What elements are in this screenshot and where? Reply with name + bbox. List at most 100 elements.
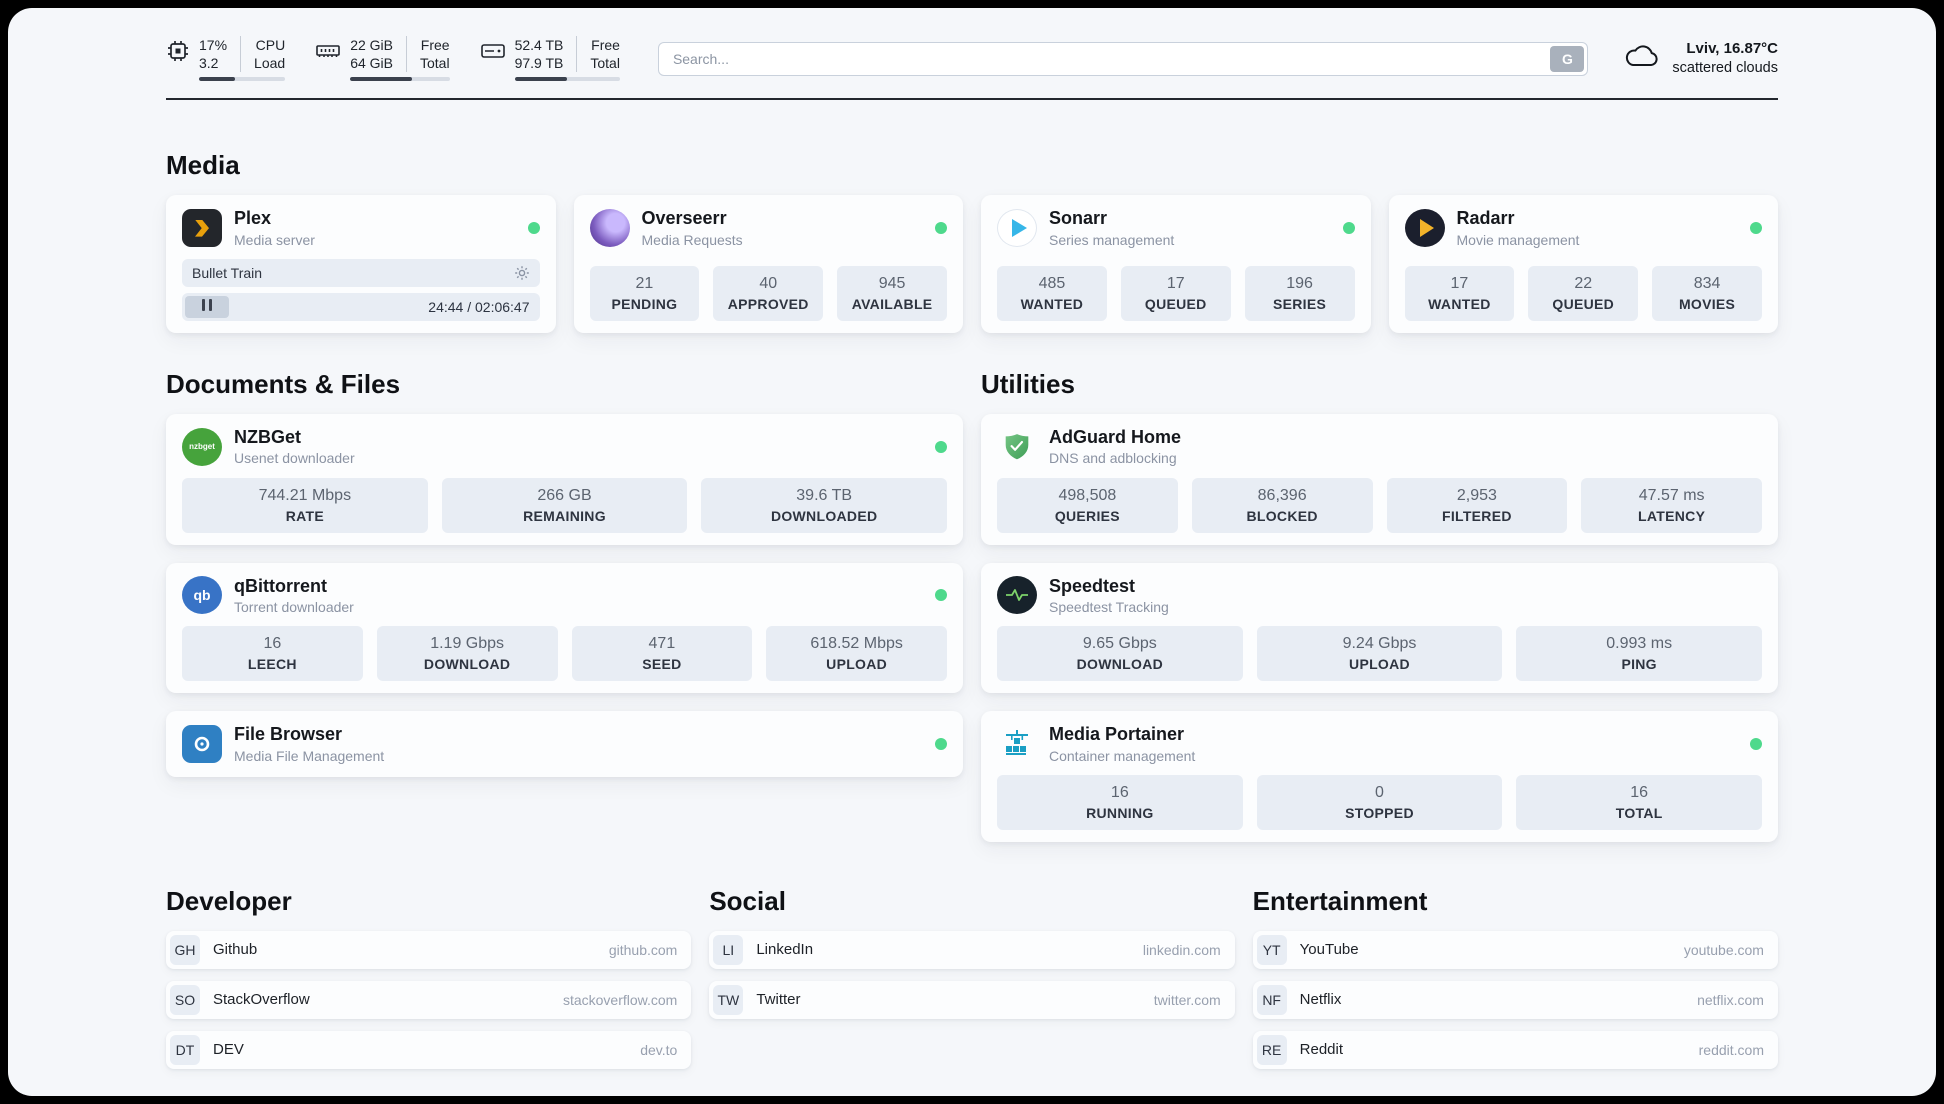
stat-label: STOPPED	[1345, 804, 1414, 821]
sonarr-card[interactable]: Sonarr Series management 485 WANTED 17 Q…	[981, 195, 1371, 333]
stackoverflow-badge: SO	[170, 984, 200, 1015]
stat-label: QUEUED	[1552, 295, 1615, 312]
adguard-card[interactable]: AdGuard Home DNS and adblocking 498,508 …	[981, 413, 1778, 545]
status-indicator	[1750, 222, 1762, 235]
stat-value: 21	[635, 274, 654, 292]
sonarr-icon	[997, 209, 1037, 248]
stat-label: FILTERED	[1441, 507, 1512, 524]
stat-label: REMAINING	[523, 507, 606, 524]
ram-widget: 22 GiB 64 GiB Free Total	[315, 36, 450, 82]
weather-widget: Lviv, 16.87°C scattered clouds	[1622, 39, 1778, 79]
bookmark-url: stackoverflow.com	[562, 991, 678, 1008]
status-indicator	[1342, 222, 1355, 235]
disk-progress-track	[514, 77, 620, 82]
speedtest-card[interactable]: Speedtest Speedtest Tracking 9.65 Gbps D…	[981, 562, 1778, 694]
filebrowser-card[interactable]: File Browser Media File Management	[166, 711, 963, 777]
bookmark-netflix[interactable]: NF Netflix netflix.com	[1252, 980, 1778, 1019]
portainer-icon	[997, 724, 1037, 764]
dev-badge: DT	[170, 1034, 200, 1065]
bookmark-youtube[interactable]: YT YouTube youtube.com	[1252, 930, 1778, 969]
stat-value: 1.19 Gbps	[430, 635, 505, 653]
status-indicator	[935, 589, 947, 602]
cpu-progress-fill	[199, 77, 236, 82]
adguard-subtitle: DNS and adblocking	[1049, 450, 1177, 467]
cloud-icon	[1622, 41, 1662, 76]
stat-label: DOWNLOADED	[770, 507, 878, 524]
stat-value: 16	[1630, 783, 1649, 801]
bookmark-github[interactable]: GH Github github.com	[166, 930, 692, 969]
portainer-card[interactable]: Media Portainer Container management 16 …	[981, 711, 1778, 842]
bookmark-name: Twitter	[756, 991, 801, 1009]
stat-value: 40	[759, 274, 778, 292]
qbittorrent-card[interactable]: qb qBittorrent Torrent downloader 16 LEE…	[166, 562, 963, 694]
stat-label: LEECH	[247, 656, 297, 673]
adguard-shield-icon	[997, 427, 1037, 467]
bookmark-name: LinkedIn	[756, 941, 814, 959]
search-input[interactable]	[657, 41, 1589, 76]
disk-total-label: Total	[590, 55, 620, 72]
filebrowser-title: File Browser	[234, 724, 343, 745]
filebrowser-icon	[182, 724, 222, 763]
stat-value: 47.57 ms	[1638, 486, 1705, 504]
speedtest-icon	[997, 576, 1037, 615]
stat-box: 1.19 Gbps DOWNLOAD	[376, 626, 558, 682]
stat-box: 17 WANTED	[1404, 265, 1515, 321]
bookmark-dev[interactable]: DT DEV dev.to	[166, 1030, 692, 1069]
ram-total-value: 64 GiB	[350, 55, 393, 72]
nzbget-icon: nzbget	[182, 427, 222, 466]
stat-value: 196	[1286, 274, 1313, 292]
portainer-subtitle: Container management	[1049, 747, 1196, 764]
disk-free-value: 52.4 TB	[514, 37, 564, 53]
stat-label: RUNNING	[1086, 804, 1154, 821]
stat-box: 9.24 Gbps UPLOAD	[1256, 626, 1503, 682]
pause-button[interactable]	[185, 295, 229, 318]
sonarr-subtitle: Series management	[1049, 231, 1175, 248]
stat-value: 834	[1693, 274, 1721, 292]
stat-label: APPROVED	[727, 295, 809, 312]
bookmark-linkedin[interactable]: LI LinkedIn linkedin.com	[709, 930, 1235, 969]
stat-box: 618.52 Mbps UPLOAD	[766, 626, 947, 682]
stat-value: 9.65 Gbps	[1082, 635, 1157, 653]
search-engine-button[interactable]: G	[1550, 45, 1585, 72]
radarr-card[interactable]: Radarr Movie management 17 WANTED 22 QUE…	[1388, 195, 1778, 333]
ram-total-label: Total	[420, 55, 450, 72]
stat-label: TOTAL	[1615, 804, 1663, 821]
stat-box: 21 PENDING	[589, 265, 700, 321]
stat-box: 16 RUNNING	[997, 774, 1243, 830]
stat-value: 17	[1450, 274, 1469, 292]
overseerr-subtitle: Media Requests	[641, 231, 743, 248]
developer-section-title: Developer	[166, 885, 292, 916]
stat-label: SEED	[642, 656, 682, 673]
stat-value: 945	[878, 274, 906, 292]
disk-icon	[480, 36, 506, 63]
bookmark-name: Github	[213, 941, 258, 959]
social-section-title: Social	[709, 885, 786, 916]
topbar-divider	[166, 98, 1778, 101]
bookmark-twitter[interactable]: TW Twitter twitter.com	[709, 980, 1235, 1019]
dashboard-page: 17% 3.2 CPU Load	[8, 8, 1936, 1096]
radarr-subtitle: Movie management	[1456, 231, 1580, 248]
bookmark-stackoverflow[interactable]: SO StackOverflow stackoverflow.com	[166, 980, 692, 1019]
stat-box: 86,396 BLOCKED	[1191, 477, 1373, 533]
disk-free-label: Free	[591, 37, 620, 53]
stat-value: 2,953	[1456, 486, 1497, 504]
stat-value: 39.6 TB	[796, 486, 853, 504]
stat-box: 196 SERIES	[1244, 265, 1355, 321]
stat-value: 22	[1574, 274, 1593, 292]
plex-subtitle: Media server	[234, 231, 315, 248]
adguard-title: AdGuard Home	[1049, 426, 1182, 447]
stat-value: 471	[648, 635, 676, 653]
stat-label: UPLOAD	[1349, 656, 1410, 673]
playback-progress-bar: 24:44 / 02:06:47	[182, 292, 540, 321]
stat-label: PING	[1621, 656, 1657, 673]
bookmark-url: reddit.com	[1698, 1041, 1764, 1058]
bookmark-reddit[interactable]: RE Reddit reddit.com	[1252, 1030, 1778, 1069]
overseerr-card[interactable]: Overseerr Media Requests 21 PENDING 40 A…	[573, 195, 963, 333]
plex-card[interactable]: Plex Media server Bullet Train 24:44 / 0…	[166, 195, 556, 333]
stat-label: WANTED	[1020, 295, 1084, 312]
bookmark-url: linkedin.com	[1142, 941, 1221, 958]
stat-label: WANTED	[1428, 295, 1491, 312]
gear-icon[interactable]	[514, 265, 530, 281]
overseerr-title: Overseerr	[641, 208, 727, 229]
nzbget-card[interactable]: nzbget NZBGet Usenet downloader 744.21 M…	[166, 413, 963, 545]
